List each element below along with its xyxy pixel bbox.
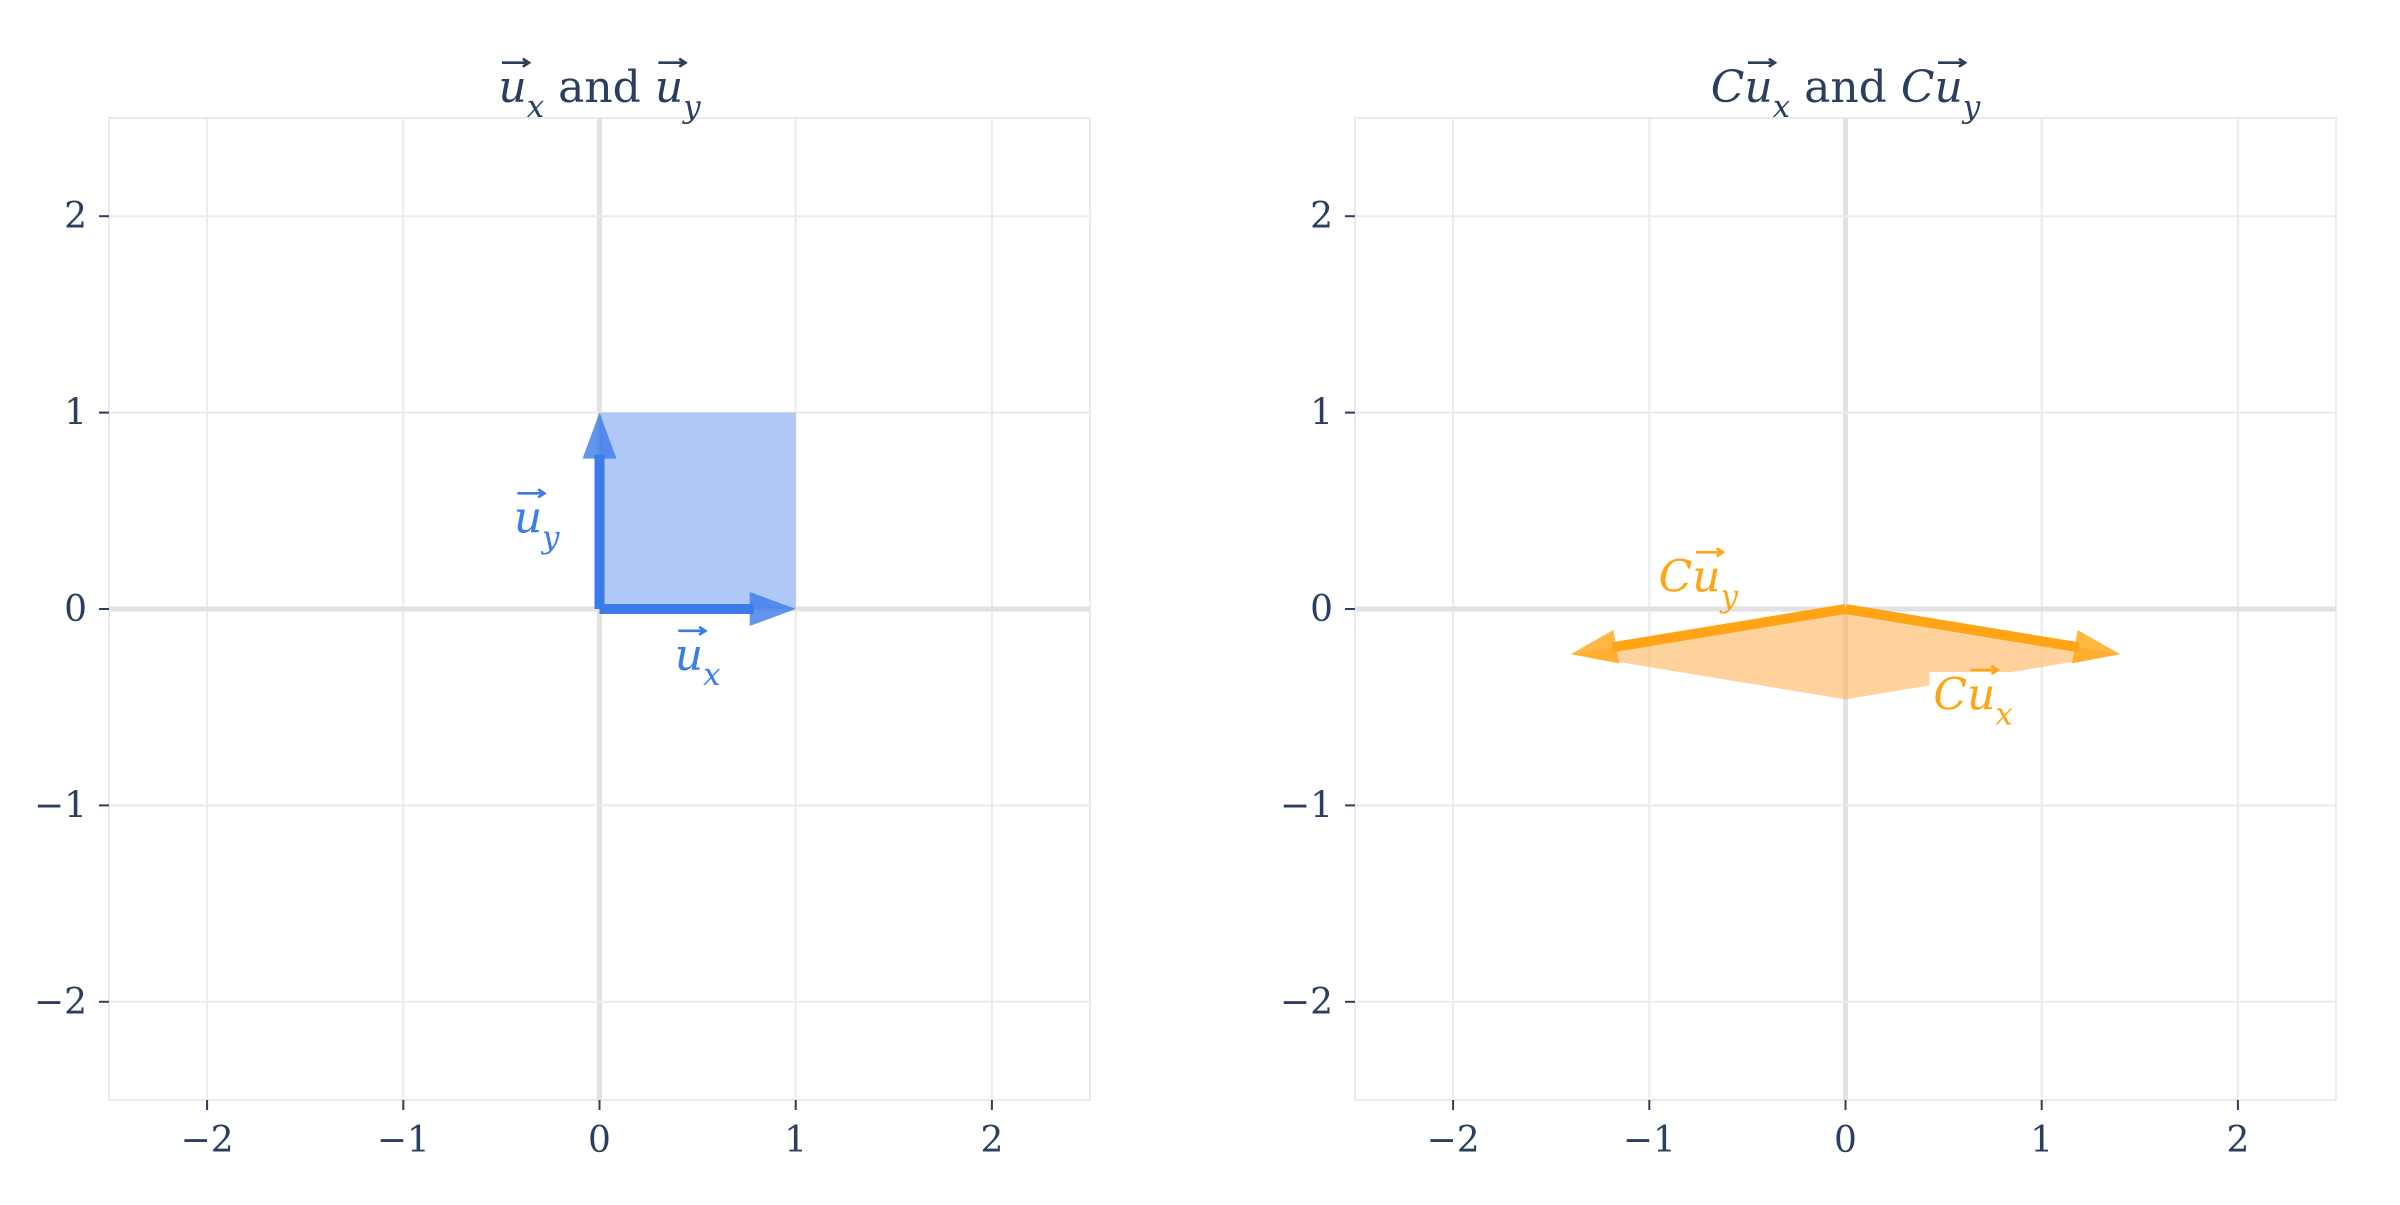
y-tick-label: 2 xyxy=(1310,196,1333,237)
chart-title: ux and uy xyxy=(498,57,701,125)
vector-label-cu-x-text: Cux xyxy=(1933,669,2012,732)
subscript: y xyxy=(681,89,701,125)
vector-symbol: u xyxy=(675,630,703,681)
y-tick-label: −1 xyxy=(1280,785,1333,826)
vector-arrow-accent xyxy=(678,625,708,636)
transformed-area xyxy=(599,412,796,609)
vector-symbol: u xyxy=(1744,62,1772,113)
vector-label-u-x: ux xyxy=(675,625,721,693)
label-part: C xyxy=(1659,551,1693,602)
vector-u-y-head xyxy=(582,412,617,459)
chart-title-text: ux and uy xyxy=(498,62,701,125)
subscript: x xyxy=(527,89,544,125)
x-tick-label: 2 xyxy=(980,1120,1003,1161)
label-part: C xyxy=(1711,62,1745,113)
transformed-area xyxy=(1570,609,2121,700)
vector-label-u-y-text: uy xyxy=(514,492,560,555)
chart-title: Cux and Cuy xyxy=(1711,57,1981,125)
vector-symbol: u xyxy=(498,62,526,113)
vector-arrow-accent xyxy=(1938,57,1968,68)
subscript: x xyxy=(1995,696,2012,732)
vector-u-x-head xyxy=(749,592,796,626)
x-tick-label: 0 xyxy=(1834,1120,1857,1161)
vector-arrow-accent xyxy=(517,488,547,499)
y-tick-label: 2 xyxy=(64,196,87,237)
vector-symbol: u xyxy=(655,62,683,113)
vector-symbol: u xyxy=(1935,62,1963,113)
x-tick-label: 1 xyxy=(784,1120,807,1161)
label-background xyxy=(1929,672,2017,686)
vector-symbol: u xyxy=(1692,551,1720,602)
y-tick-label: 0 xyxy=(1310,589,1333,630)
vector-arrow-accent xyxy=(501,57,532,68)
vector-cu-x-head xyxy=(2072,629,2121,664)
vector-label-cu-y: Cuy xyxy=(1659,547,1739,614)
vector-symbol: u xyxy=(514,492,542,543)
label-part: C xyxy=(1933,669,1967,720)
label-part: and xyxy=(544,62,655,113)
label-part: C xyxy=(1901,62,1935,113)
x-tick-label: −2 xyxy=(181,1120,234,1161)
subscript: y xyxy=(540,519,560,555)
label-part: and xyxy=(1790,62,1901,113)
subscript: y xyxy=(1961,89,1981,125)
x-tick-label: 1 xyxy=(2030,1120,2053,1161)
y-tick-label: 1 xyxy=(1310,393,1333,434)
x-tick-label: −2 xyxy=(1427,1120,1480,1161)
vector-cu-x-shaft xyxy=(1844,604,2080,653)
y-tick-label: −1 xyxy=(34,785,87,826)
x-tick-label: 0 xyxy=(588,1120,611,1161)
y-tick-label: −2 xyxy=(1280,982,1333,1023)
x-tick-label: 2 xyxy=(2226,1120,2249,1161)
vector-symbol: u xyxy=(1967,669,1995,720)
subscript: y xyxy=(1719,578,1739,614)
vector-cu-y-shaft xyxy=(1611,604,1847,653)
vector-arrow-accent xyxy=(1695,547,1726,558)
subscript: x xyxy=(703,657,720,693)
x-tick-label: −1 xyxy=(377,1120,430,1161)
vector-arrow-accent xyxy=(1747,57,1778,68)
y-tick-label: 0 xyxy=(64,589,87,630)
y-tick-label: −2 xyxy=(34,982,87,1023)
vector-arrow-accent xyxy=(1970,665,2000,676)
vector-label-cu-x: Cux xyxy=(1929,665,2017,732)
vector-label-u-x-text: ux xyxy=(675,630,721,693)
vector-label-u-y: uy xyxy=(514,488,560,555)
subscript: x xyxy=(1773,89,1790,125)
vector-label-cu-y-text: Cuy xyxy=(1659,551,1739,614)
chart-title-text: Cux and Cuy xyxy=(1711,62,1981,125)
y-tick-label: 1 xyxy=(64,393,87,434)
vector-cu-y-head xyxy=(1570,629,1619,664)
x-tick-label: −1 xyxy=(1623,1120,1676,1161)
vector-arrow-accent xyxy=(658,57,688,68)
